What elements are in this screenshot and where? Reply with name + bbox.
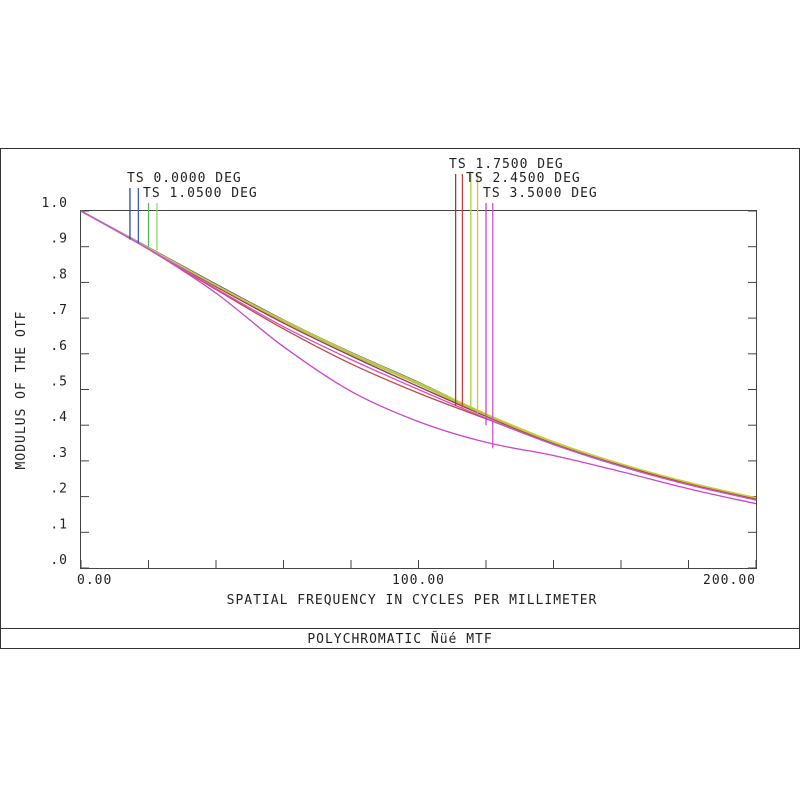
y-tick-label: .5 — [50, 375, 68, 390]
series-line — [80, 210, 757, 499]
legend-label: TS 0.0000 DEG — [127, 171, 242, 186]
axis-ticks — [80, 210, 757, 569]
x-tick-label: 100.00 — [392, 573, 445, 588]
series-line — [80, 210, 757, 499]
series-lines — [80, 210, 757, 505]
y-tick-label: .4 — [50, 410, 68, 425]
legend-label: TS 1.0500 DEG — [143, 186, 258, 201]
x-tick-label: 200.00 — [703, 573, 756, 588]
series-line — [80, 210, 757, 500]
plot-frame — [80, 210, 757, 569]
series-line — [80, 210, 757, 501]
chart-title: POLYCHROMATIC Ñüé MTF — [307, 631, 492, 647]
y-axis-label: MODULUS OF THE OTF — [14, 311, 29, 470]
series-line — [80, 210, 757, 500]
legend-markers — [129, 174, 494, 449]
series-line — [80, 210, 757, 501]
legend-label: TS 2.4500 DEG — [466, 171, 581, 186]
x-axis-label: SPATIAL FREQUENCY IN CYCLES PER MILLIMET… — [227, 593, 598, 608]
series-line — [80, 210, 757, 501]
legend-label: TS 1.7500 DEG — [449, 157, 564, 172]
y-tick-labels: 1.0 .9 .8 .7 .6 .5 .4 .3 .2 .1 .0 — [42, 196, 68, 568]
y-tick-label: .6 — [50, 339, 68, 354]
x-tick-label: 0.00 — [77, 573, 112, 588]
series-line — [80, 210, 757, 501]
series-line — [80, 210, 757, 500]
legend-label: TS 3.5000 DEG — [483, 186, 598, 201]
y-tick-label: .8 — [50, 267, 68, 282]
y-tick-label: .2 — [50, 482, 68, 497]
x-tick-labels: 0.00 100.00 200.00 — [77, 573, 756, 588]
y-tick-label: .1 — [50, 517, 68, 532]
y-tick-label: 1.0 — [42, 196, 68, 211]
y-tick-label: .3 — [50, 446, 68, 461]
y-tick-label: .7 — [50, 303, 68, 318]
y-tick-label: .0 — [50, 553, 68, 568]
series-line — [80, 210, 757, 505]
y-tick-label: .9 — [50, 232, 68, 247]
